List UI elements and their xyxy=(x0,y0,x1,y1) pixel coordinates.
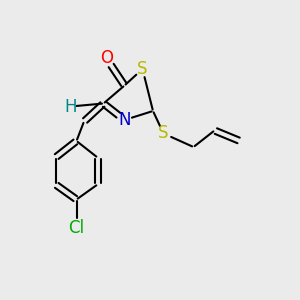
Text: S: S xyxy=(137,60,148,78)
Text: O: O xyxy=(100,50,113,68)
Text: S: S xyxy=(158,124,169,142)
Text: N: N xyxy=(118,111,131,129)
Text: Cl: Cl xyxy=(68,219,85,237)
Text: H: H xyxy=(64,98,77,116)
